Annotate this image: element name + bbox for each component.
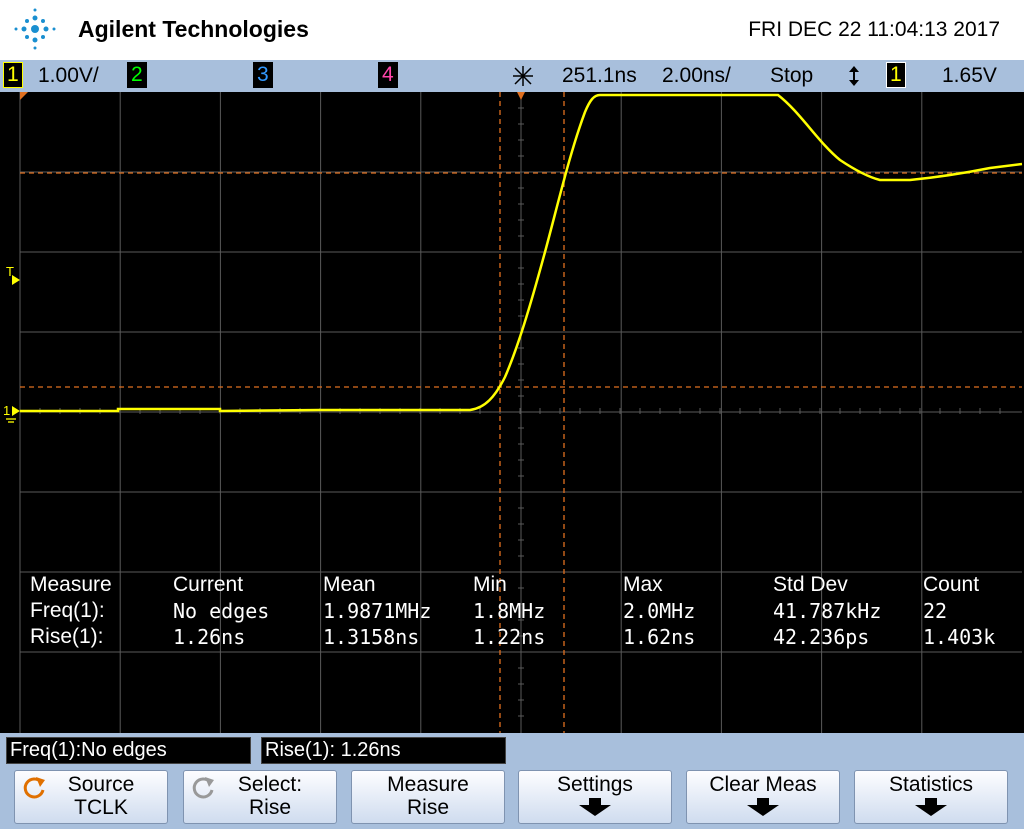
- softkey-label: Select:: [237, 773, 303, 796]
- measurement-value: 22: [923, 599, 948, 623]
- rotate-icon: [23, 777, 45, 799]
- trigger-position: [517, 92, 525, 100]
- softkey[interactable]: Settings: [518, 770, 672, 824]
- status-bar: 1 1.00V/ 2 3 4 251.1ns 2.00ns/ Stop 1 1.…: [0, 60, 1024, 92]
- ground-symbol: [6, 418, 16, 423]
- softkey-label: Statistics: [888, 773, 974, 796]
- waveform-trace: [20, 93, 1023, 413]
- cursors: [20, 92, 1022, 733]
- row-label: Freq(1):: [30, 599, 105, 622]
- ch4[interactable]: 4: [378, 62, 398, 88]
- column-header: Measure: [30, 573, 112, 596]
- measurement-value: 1.8MHz: [473, 599, 546, 623]
- screen: T 1 Measure Current Mean Min Max Std Dev Count…: [0, 92, 1024, 733]
- trigger-source[interactable]: 1: [886, 62, 906, 88]
- column-header: Max: [623, 573, 663, 596]
- measurement-value: 1.22ns: [473, 625, 546, 649]
- column-header: Mean: [323, 573, 376, 596]
- trigger-marker: T: [6, 264, 14, 279]
- time-scale: 2.00ns/: [662, 64, 731, 87]
- softkey[interactable]: Clear Meas: [686, 770, 840, 824]
- ch1-scale: 1.00V/: [38, 64, 99, 87]
- grid: [19, 92, 1022, 733]
- column-header: Std Dev: [773, 573, 848, 596]
- freq-readout: Freq(1):No edges: [6, 737, 251, 764]
- time-delay: 251.1ns: [562, 64, 637, 87]
- logo: [14, 8, 56, 50]
- measurement-value: 41.787kHz: [773, 599, 882, 623]
- softkey[interactable]: Measure Rise: [351, 770, 505, 824]
- trigger-edge-icon: [849, 66, 859, 86]
- softkey-value: Rise: [406, 796, 449, 819]
- down-arrow: [579, 798, 611, 816]
- softkey[interactable]: Statistics: [854, 770, 1008, 824]
- left-marker: [20, 92, 28, 100]
- softkey-value: Rise: [248, 796, 291, 819]
- waveform-display: [6, 92, 1023, 733]
- ch3[interactable]: 3: [253, 62, 273, 88]
- trigger-level: 1.65V: [942, 64, 997, 87]
- softkey-label: Measure: [387, 773, 469, 796]
- softkey-label: Source: [67, 773, 135, 796]
- column-header: Current: [173, 573, 244, 596]
- ch2[interactable]: 2: [127, 62, 147, 88]
- row-label: Rise(1):: [30, 625, 104, 648]
- down-arrow: [747, 798, 779, 816]
- trigger-level-arrow: [12, 275, 20, 285]
- brand: Agilent Technologies: [78, 16, 309, 42]
- delay-icon: [513, 66, 533, 86]
- ground-marker: 1: [3, 403, 11, 418]
- measurement-value: 1.3158ns: [323, 625, 420, 649]
- softkey-label: Clear Meas: [709, 773, 817, 796]
- run-state[interactable]: Stop: [770, 64, 814, 87]
- rise-readout: Rise(1): 1.26ns: [261, 737, 506, 764]
- softkey[interactable]: Select: Rise: [183, 770, 337, 824]
- datetime: FRI DEC 22 11:04:13 2017: [748, 18, 1000, 41]
- rotate-icon: [192, 777, 214, 799]
- measurement-value: No edges: [173, 599, 270, 623]
- softkey-label: Settings: [557, 773, 633, 796]
- column-header: Min: [473, 573, 507, 596]
- measurement-value: 1.26ns: [173, 625, 246, 649]
- column-header: Count: [923, 573, 980, 596]
- header: Agilent Technologies FRI DEC 22 11:04:13…: [0, 0, 1024, 60]
- measurement-value: 1.62ns: [623, 625, 696, 649]
- measurement-value: 42.236ps: [773, 625, 870, 649]
- measurement-value: 1.403k: [923, 625, 996, 649]
- measurement-value: 2.0MHz: [623, 599, 696, 623]
- softkey-bar: Freq(1):No edges Rise(1): 1.26ns Source T…: [0, 733, 1024, 829]
- measurement-value: 1.9871MHz: [323, 599, 432, 623]
- ch1[interactable]: 1: [3, 62, 23, 88]
- softkey[interactable]: Source TCLK: [14, 770, 168, 824]
- ground-arrow: [12, 406, 20, 416]
- down-arrow: [915, 798, 947, 816]
- softkey-value: TCLK: [74, 796, 128, 819]
